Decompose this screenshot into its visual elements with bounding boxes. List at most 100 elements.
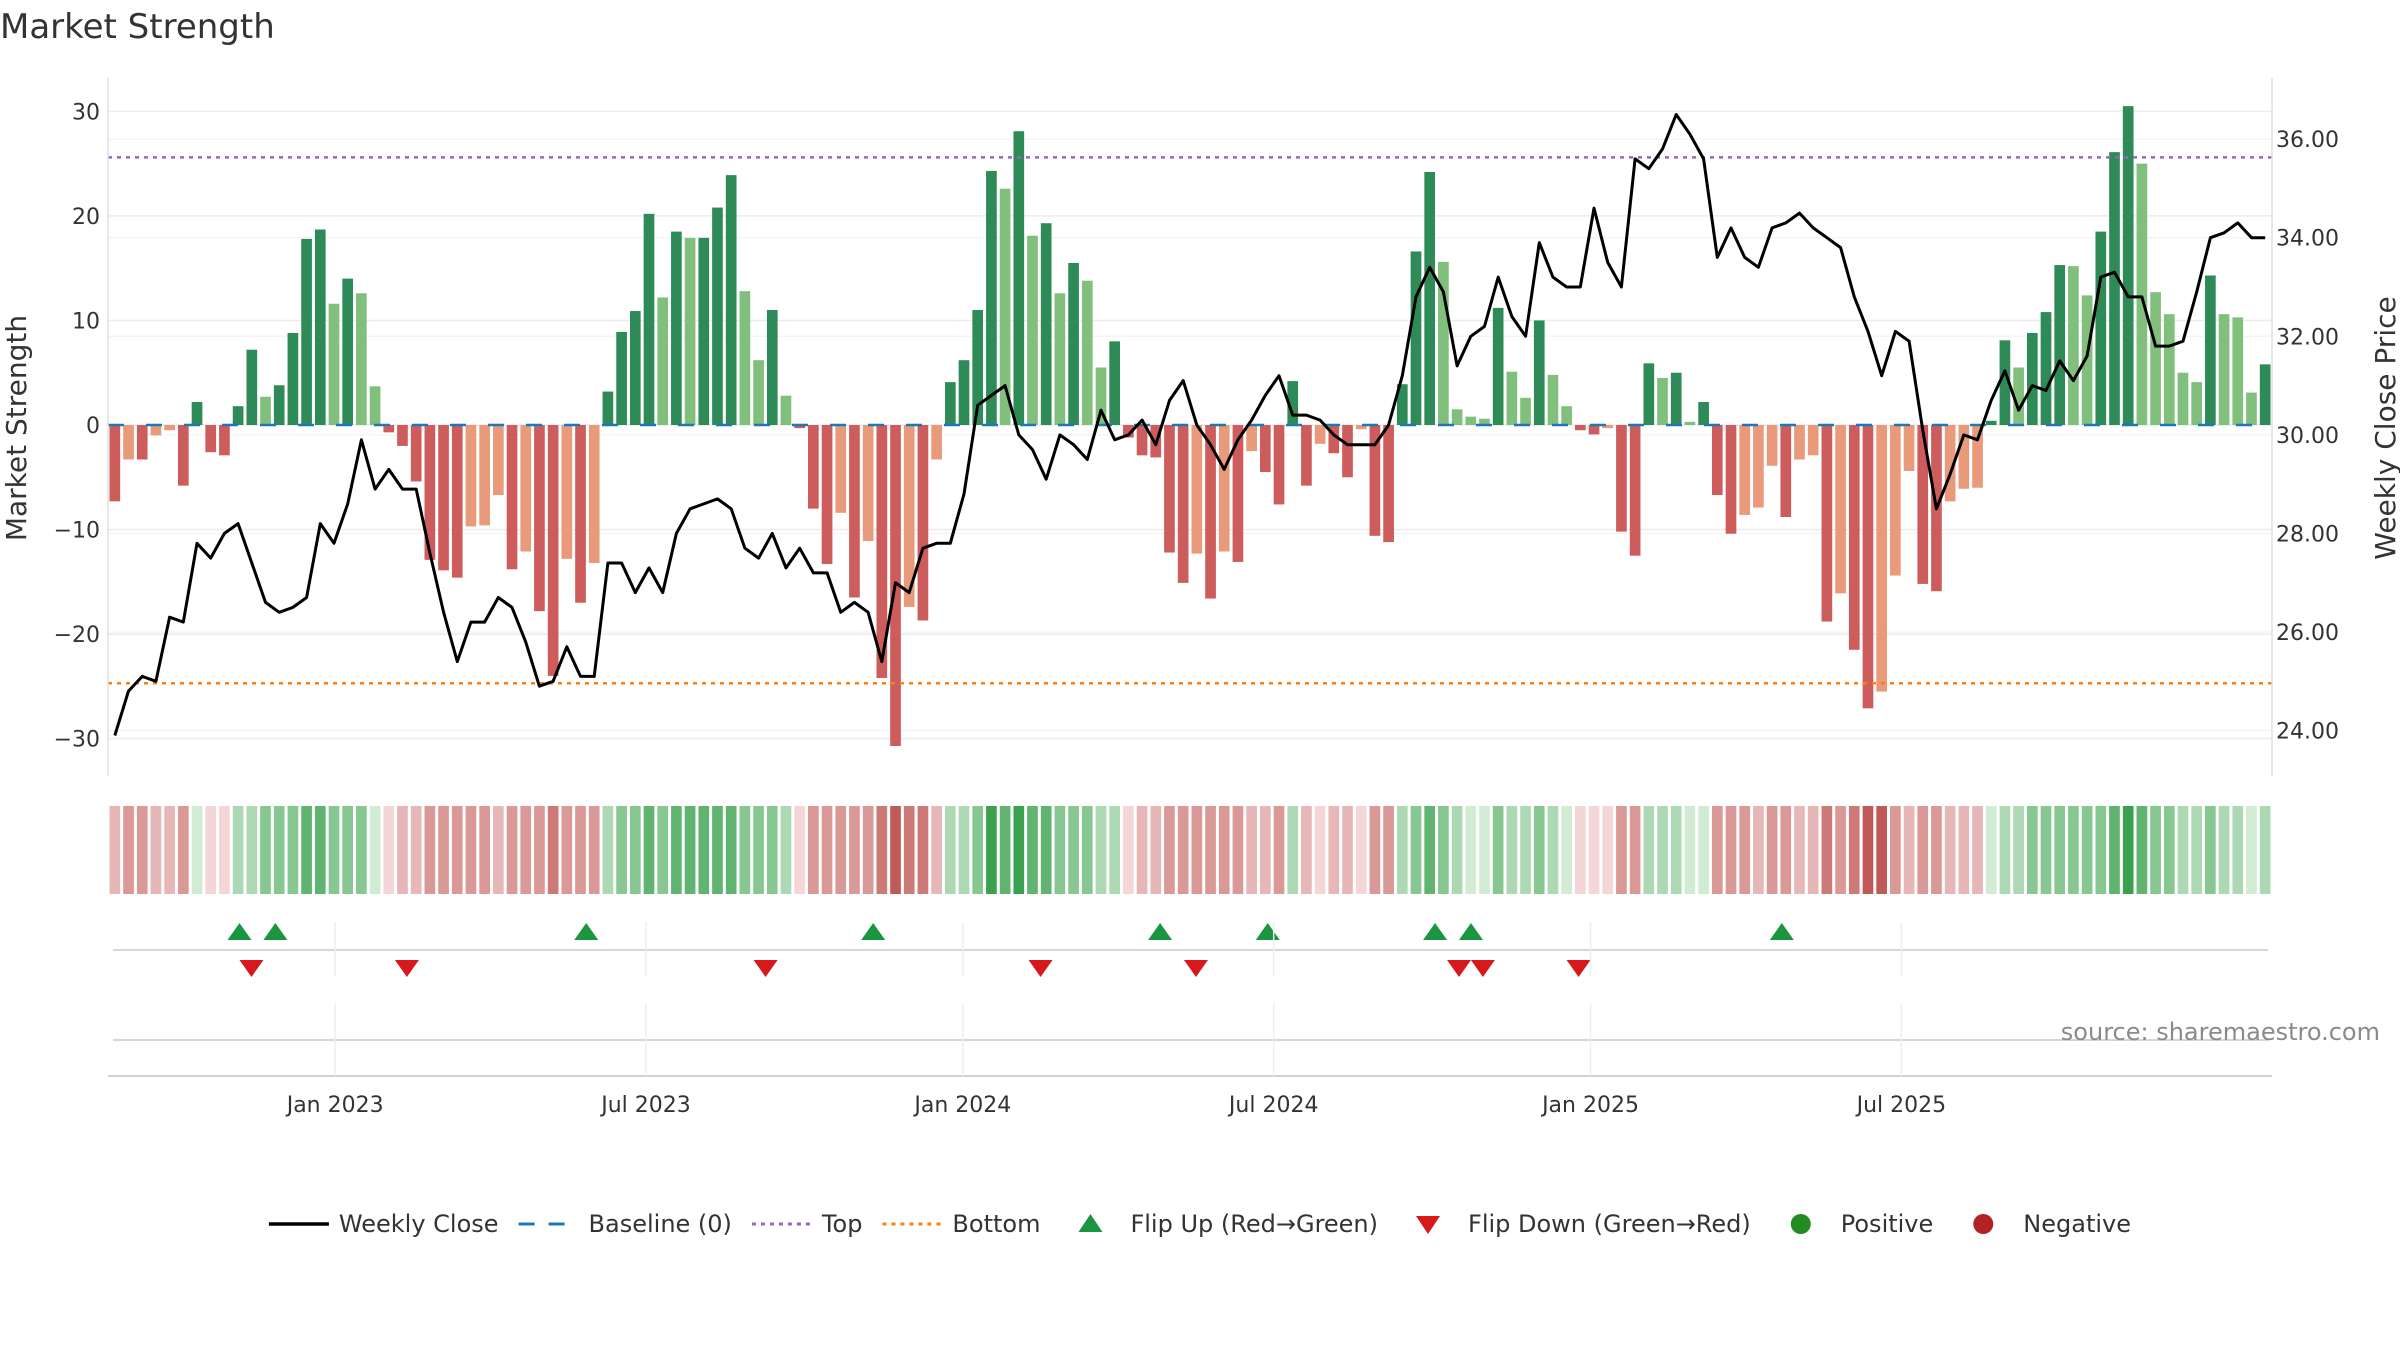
strength-bar xyxy=(1629,425,1641,556)
strength-bar xyxy=(1191,425,1203,554)
band-cell xyxy=(1643,806,1655,894)
band-cell xyxy=(1588,806,1600,894)
strength-bar xyxy=(1314,425,1326,444)
strength-bar xyxy=(835,425,847,513)
strength-bar xyxy=(876,425,888,678)
flip-up-marker xyxy=(1148,923,1173,940)
flip-down-marker xyxy=(1028,960,1053,977)
strength-bar xyxy=(1259,425,1271,473)
strength-bar xyxy=(328,303,340,425)
band-cell xyxy=(1328,806,1340,894)
legend-swatch xyxy=(1078,1214,1103,1232)
strength-bar xyxy=(232,406,244,425)
flip-up-marker xyxy=(574,923,599,940)
strength-bar xyxy=(2205,275,2216,425)
y2-tick-label: 26.00 xyxy=(2276,621,2339,646)
strength-bar xyxy=(136,425,148,460)
band-cell xyxy=(1794,806,1805,894)
strength-bar xyxy=(1068,262,1079,425)
strength-bar xyxy=(766,310,778,425)
band-cell xyxy=(1259,806,1271,894)
band-cell xyxy=(931,806,942,894)
band-cell xyxy=(2232,806,2244,894)
y-tick-label: 20 xyxy=(72,205,100,230)
y-tick-label: 30 xyxy=(72,100,100,125)
band-cell xyxy=(1410,806,1422,894)
strength-bar xyxy=(753,360,764,425)
strength-bar xyxy=(177,425,189,486)
strength-bar xyxy=(1273,425,1285,505)
band-cell xyxy=(1753,806,1764,894)
strength-bar xyxy=(205,425,217,453)
legend-item: Baseline (0) xyxy=(518,1210,732,1238)
strength-bar xyxy=(1369,425,1381,536)
strength-bar xyxy=(1711,425,1723,496)
strength-bar xyxy=(2259,364,2271,425)
band-cell xyxy=(753,806,764,894)
band-cell xyxy=(465,806,477,894)
band-cell xyxy=(2259,806,2271,894)
strength-bar xyxy=(972,310,984,425)
strength-bar xyxy=(1164,425,1175,553)
strength-bar xyxy=(301,238,312,425)
flip-up-marker xyxy=(227,923,252,940)
strength-bar xyxy=(821,425,833,565)
strength-bar xyxy=(1410,251,1422,425)
strength-bar xyxy=(1616,425,1627,532)
band-cell xyxy=(1177,806,1189,894)
strength-bar xyxy=(164,425,175,431)
band-cell xyxy=(2026,806,2038,894)
strength-bar xyxy=(986,170,997,425)
strength-bar xyxy=(1684,421,1696,425)
band-cell xyxy=(671,806,682,894)
strength-bar xyxy=(1972,425,1983,488)
band-cell xyxy=(1314,806,1326,894)
band-cell xyxy=(2068,806,2079,894)
band-cell xyxy=(712,806,723,894)
strength-bar xyxy=(1876,425,1887,692)
x-tick-label: Jul 2025 xyxy=(1855,1093,1947,1118)
weekly-close-series xyxy=(113,113,2266,736)
band-cell xyxy=(1533,806,1545,894)
strength-bar xyxy=(958,360,970,425)
strength-bar xyxy=(602,391,614,425)
band-cell xyxy=(561,806,573,894)
band-cell xyxy=(2246,806,2257,894)
x-tick-label: Jul 2023 xyxy=(599,1093,691,1118)
strength-bar xyxy=(1054,293,1066,425)
band-cell xyxy=(999,806,1011,894)
strength-bar xyxy=(383,425,395,433)
band-cell xyxy=(1520,806,1531,894)
strength-bar xyxy=(903,425,915,607)
strength-bar xyxy=(1917,425,1929,584)
strength-bar xyxy=(314,229,326,425)
strength-bar xyxy=(424,425,436,560)
strength-bar xyxy=(1506,371,1518,425)
strength-bar xyxy=(1985,420,1997,425)
strength-bar xyxy=(451,425,463,578)
band-cell xyxy=(1040,806,1052,894)
legend-label: Bottom xyxy=(952,1210,1040,1238)
band-cell xyxy=(1616,806,1627,894)
strength-bar xyxy=(712,207,723,425)
band-cell xyxy=(1862,806,1874,894)
band-cell xyxy=(1355,806,1367,894)
strength-bar xyxy=(1027,235,1038,425)
strength-bar xyxy=(1355,425,1367,430)
strength-bar xyxy=(1301,425,1312,486)
band-cell xyxy=(136,806,148,894)
legend-label: Flip Up (Red→Green) xyxy=(1130,1210,1378,1238)
strength-bar xyxy=(1958,425,1970,489)
flip-down-marker xyxy=(1183,960,1208,977)
strength-bar xyxy=(1780,425,1792,517)
band-cell xyxy=(903,806,915,894)
band-cell xyxy=(684,806,696,894)
band-cell xyxy=(1766,806,1778,894)
band-cell xyxy=(1657,806,1668,894)
strength-bar xyxy=(931,425,942,460)
band-cell xyxy=(1301,806,1312,894)
strength-bar xyxy=(479,425,490,526)
x-tick-label: Jan 2023 xyxy=(285,1093,384,1118)
strength-bar xyxy=(1807,425,1819,456)
legend-item: Flip Up (Red→Green) xyxy=(1078,1210,1378,1238)
